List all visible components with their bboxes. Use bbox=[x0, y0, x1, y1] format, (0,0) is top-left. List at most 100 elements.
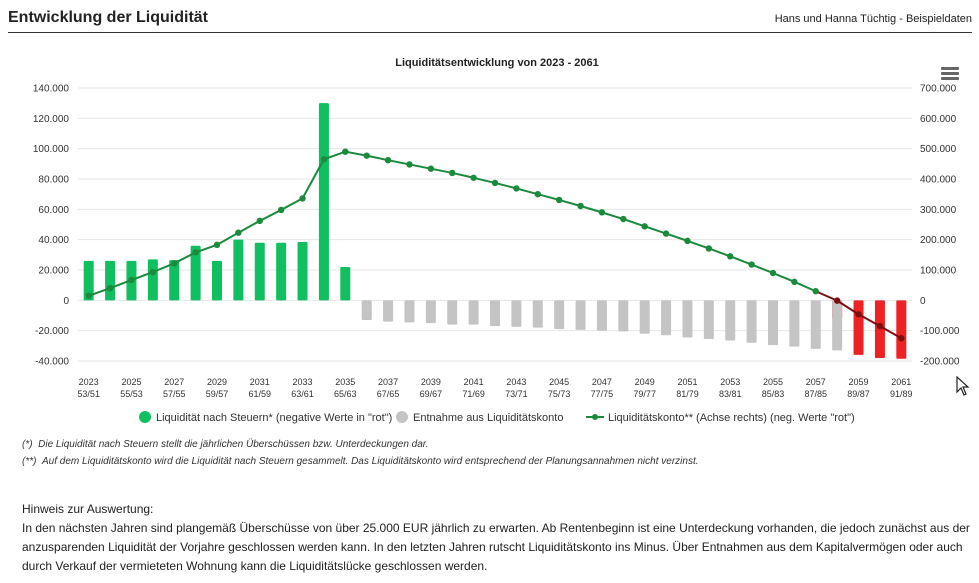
y-right-tick-label: -100.000 bbox=[920, 326, 960, 337]
footnote-2-marker: (**) bbox=[22, 456, 37, 467]
x-tick-age: 57/55 bbox=[163, 389, 186, 399]
bar-series-2 bbox=[832, 300, 843, 351]
line-segment bbox=[323, 150, 346, 161]
x-tick-age: 89/87 bbox=[847, 389, 870, 399]
x-tick-age: 55/53 bbox=[120, 389, 143, 399]
x-tick-age: 81/79 bbox=[676, 389, 699, 399]
line-segment bbox=[687, 239, 710, 250]
line-point bbox=[213, 241, 221, 249]
y-right-tick-label: -200.000 bbox=[920, 357, 960, 368]
x-tick-year: 2025 bbox=[121, 377, 141, 387]
page-header: Entwicklung der Liquidität Hans und Hann… bbox=[8, 0, 972, 33]
line-point bbox=[406, 161, 413, 168]
line-point bbox=[534, 190, 541, 198]
line-point bbox=[791, 278, 798, 286]
y-left-tick-label: -20.000 bbox=[35, 326, 69, 337]
line-point bbox=[427, 165, 435, 172]
x-tick-year: 2031 bbox=[250, 377, 270, 387]
footnote-2: (**) Auf dem Liquiditätskonto wird die L… bbox=[22, 453, 699, 470]
line-segment bbox=[237, 219, 261, 234]
mouse-pointer-icon bbox=[956, 376, 970, 396]
bar-series-2 bbox=[618, 300, 629, 332]
line-point bbox=[277, 206, 285, 214]
legend-marker-liquidity bbox=[139, 411, 151, 423]
bar-series-1 bbox=[340, 266, 351, 301]
bar-series-1 bbox=[169, 260, 180, 301]
line-point bbox=[641, 223, 648, 230]
x-tick-age: 87/85 bbox=[805, 389, 828, 399]
line-segment bbox=[580, 205, 603, 214]
y-left-tick-label: 120.000 bbox=[33, 114, 70, 125]
x-tick-year: 2051 bbox=[677, 377, 697, 387]
line-point bbox=[855, 311, 862, 318]
x-tick-year: 2057 bbox=[806, 377, 826, 387]
x-tick-age: 67/65 bbox=[377, 389, 400, 399]
line-segment bbox=[836, 299, 860, 316]
bar-series-1 bbox=[853, 300, 864, 355]
line-segment bbox=[558, 198, 581, 207]
line-point bbox=[662, 230, 670, 237]
bar-series-2 bbox=[468, 300, 479, 325]
x-tick-year: 2049 bbox=[635, 377, 655, 387]
line-point bbox=[684, 237, 691, 245]
line-point bbox=[513, 185, 520, 192]
note-heading: Hinweis zur Auswertung: bbox=[22, 502, 154, 516]
line-segment bbox=[858, 313, 881, 327]
line-point bbox=[491, 179, 499, 187]
line-segment bbox=[473, 176, 496, 184]
y-right-tick-label: 300.000 bbox=[920, 205, 957, 216]
note-text: In den nächsten Jahren sind plangemäß Üb… bbox=[22, 521, 970, 573]
line-point bbox=[256, 217, 263, 225]
line-segment bbox=[815, 290, 838, 302]
bar-series-2 bbox=[725, 300, 736, 341]
x-tick-age: 65/63 bbox=[334, 389, 357, 399]
line-segment bbox=[793, 280, 817, 293]
bar-series-2 bbox=[746, 300, 757, 343]
bar-series-1 bbox=[190, 245, 201, 301]
legend-label-liquidity: Liquidität nach Steuern* (negative Werte… bbox=[156, 412, 392, 424]
x-tick-age: 85/83 bbox=[762, 389, 785, 399]
line-point bbox=[727, 253, 734, 260]
bar-series-2 bbox=[554, 300, 565, 330]
bar-series-2 bbox=[447, 300, 458, 325]
line-point bbox=[748, 261, 755, 268]
line-point bbox=[577, 202, 584, 210]
bar-series-2 bbox=[383, 300, 394, 322]
bar-series-2 bbox=[661, 300, 672, 336]
line-segment bbox=[751, 263, 774, 274]
bar-series-2 bbox=[361, 300, 372, 321]
bar-series-1 bbox=[105, 260, 116, 301]
line-point bbox=[449, 169, 456, 177]
bar-series-1 bbox=[318, 103, 329, 301]
x-tick-age: 91/89 bbox=[890, 389, 913, 399]
y-left-tick-label: 140.000 bbox=[33, 84, 70, 95]
line-point bbox=[235, 229, 242, 236]
line-segment bbox=[152, 262, 175, 274]
x-tick-age: 53/51 bbox=[77, 389, 100, 399]
line-point bbox=[620, 215, 627, 223]
x-tick-year: 2053 bbox=[720, 377, 740, 387]
line-segment bbox=[708, 247, 731, 258]
x-tick-age: 61/59 bbox=[249, 389, 272, 399]
x-tick-year: 2045 bbox=[549, 377, 569, 387]
bar-series-1 bbox=[896, 300, 907, 359]
x-tick-year: 2061 bbox=[891, 377, 911, 387]
line-segment bbox=[259, 209, 282, 222]
bar-series-2 bbox=[532, 300, 543, 328]
hamburger-menu-icon[interactable] bbox=[941, 67, 959, 81]
line-segment bbox=[622, 218, 646, 228]
bar-series-1 bbox=[212, 260, 222, 301]
y-right-tick-label: 100.000 bbox=[920, 266, 957, 277]
line-segment bbox=[644, 225, 667, 235]
footnote-2-text: Auf dem Liquiditätskonto wird die Liquid… bbox=[42, 456, 699, 467]
line-point bbox=[171, 260, 178, 267]
y-left-tick-label: 20.000 bbox=[38, 266, 69, 277]
line-segment bbox=[131, 271, 154, 281]
line-point bbox=[149, 268, 157, 276]
line-point bbox=[299, 195, 306, 202]
bar-series-2 bbox=[596, 300, 607, 331]
x-tick-year: 2059 bbox=[849, 377, 869, 387]
legend-label-account: Liquiditätskonto** (Achse rechts) (neg. … bbox=[608, 412, 855, 424]
y-left-tick-label: 0 bbox=[63, 296, 69, 307]
x-tick-year: 2037 bbox=[378, 377, 398, 387]
